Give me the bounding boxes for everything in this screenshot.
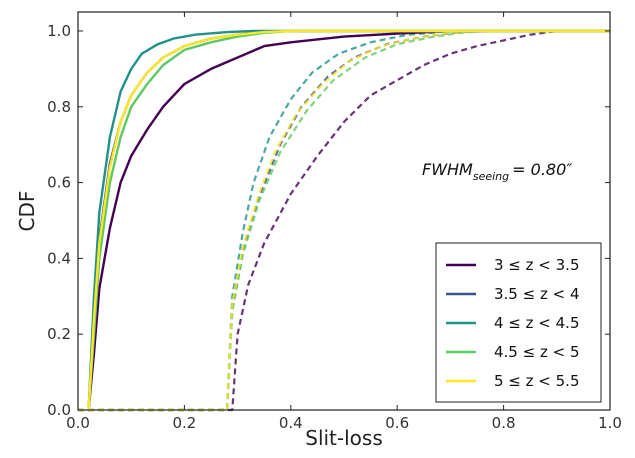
dashed-series-line-8 xyxy=(78,29,610,412)
solid-series-line-4 xyxy=(87,29,610,411)
y-tick-label: 0.4 xyxy=(47,249,71,267)
x-axis-label: Slit-loss xyxy=(305,426,383,450)
x-tick-label: 1.0 xyxy=(598,414,622,432)
legend: 3 ≤ z < 3.5 3.5 ≤ z < 4 4 ≤ z < 4.5 4.5 ≤ z… xyxy=(435,242,602,403)
seeing-annotation: FWHMseeing = 0.80″ xyxy=(422,160,572,183)
legend-entry-label: 4 ≤ z < 4.5 xyxy=(494,314,579,332)
x-tick-label: 0.0 xyxy=(66,414,90,432)
axis-ticks: 0.0 0.2 0.4 0.6 0.8 1.0 0.0 0.2 0.4 0.6 0.8 1.0 xyxy=(47,12,622,432)
legend-entry-label: 3 ≤ z < 3.5 xyxy=(494,256,579,274)
y-tick-label: 0.6 xyxy=(47,174,71,192)
y-axis-label: CDF xyxy=(15,191,39,232)
solid-series-line-0 xyxy=(87,29,610,411)
dashed-series-line-5 xyxy=(78,29,610,412)
legend-entry-label: 3.5 ≤ z < 4 xyxy=(494,285,579,303)
legend-entry-label: 4.5 ≤ z < 5 xyxy=(494,343,579,361)
plot-lines xyxy=(78,29,610,412)
dashed-series-line-9 xyxy=(78,29,610,412)
y-tick-label: 0.0 xyxy=(47,401,71,419)
annotation-subscript: seeing xyxy=(473,170,509,183)
plot-frame xyxy=(77,11,611,411)
x-tick-label: 0.8 xyxy=(492,414,516,432)
y-tick-label: 0.8 xyxy=(47,98,71,116)
x-tick-label: 0.6 xyxy=(385,414,409,432)
x-tick-label: 0.4 xyxy=(279,414,303,432)
legend-entry-label: 5 ≤ z < 5.5 xyxy=(494,372,579,390)
annotation-main: FWHM xyxy=(422,160,473,179)
y-tick-label: 0.2 xyxy=(47,325,71,343)
solid-series-line-2 xyxy=(87,29,610,411)
x-tick-label: 0.2 xyxy=(172,414,196,432)
annotation-value: = 0.80″ xyxy=(512,160,572,179)
y-tick-label: 1.0 xyxy=(47,22,71,40)
